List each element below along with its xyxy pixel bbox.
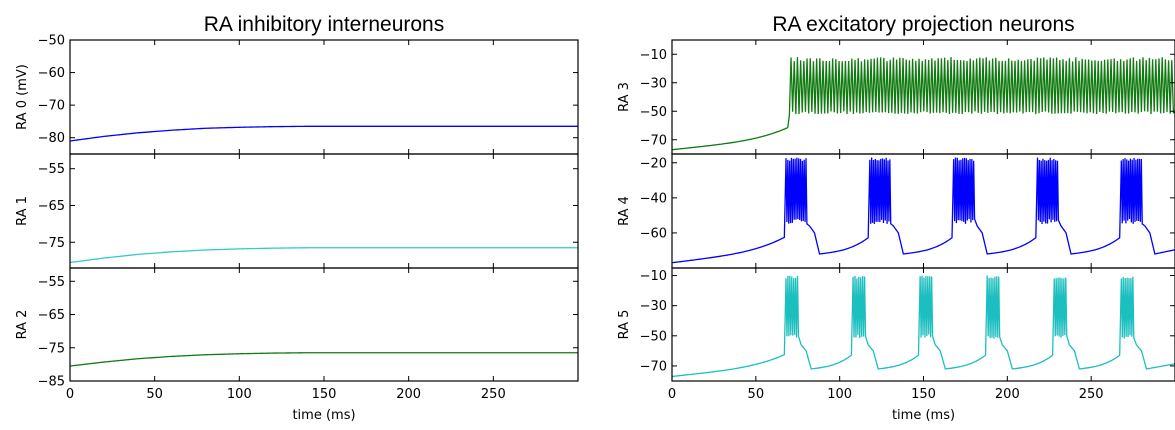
axes-frame <box>69 267 579 382</box>
chart-title: RA inhibitory interneurons <box>204 13 444 36</box>
y-tick-label: −70 <box>640 133 667 148</box>
y-tick-label: −70 <box>38 99 65 114</box>
chart-1: RA excitatory projection neurons −10 −30 −5… <box>617 13 1175 423</box>
y-tick-label: −60 <box>640 226 667 241</box>
series-line <box>672 275 1175 378</box>
y-tick-label: −20 <box>640 156 667 171</box>
series-line <box>70 125 578 142</box>
x-tick-label: 150 <box>911 387 936 402</box>
y-tick-label: −50 <box>640 105 667 120</box>
panel-0: −50 −60 −70 −80 RA 0 (mV) <box>15 34 579 155</box>
panel-0: −10 −30 −50 −70 RA 3 <box>617 39 1175 155</box>
x-tick-label: 100 <box>227 387 252 402</box>
y-tick-label: −65 <box>38 199 65 214</box>
y-tick-label: −10 <box>640 269 667 284</box>
x-tick-label: 50 <box>146 387 163 402</box>
panel-1: −55 −65 −75 RA 1 <box>15 153 579 269</box>
y-tick-label: −50 <box>38 34 65 49</box>
chart-0: RA inhibitory interneurons −50 −60 −70 −80 RA… <box>15 13 579 423</box>
x-tick-label: 200 <box>995 387 1020 402</box>
y-tick-label: −55 <box>38 162 65 177</box>
y-axis-label: RA 2 <box>15 310 30 340</box>
y-axis-label: RA 5 <box>617 310 632 340</box>
x-axis-label: time (ms) <box>292 408 355 423</box>
x-tick-label: 200 <box>396 387 421 402</box>
series-line <box>70 352 578 367</box>
y-tick-label: −70 <box>640 359 667 374</box>
y-tick-label: −75 <box>38 236 65 251</box>
y-tick-label: −40 <box>640 191 667 206</box>
panel-1: −20 −40 −60 RA 4 <box>617 153 1175 269</box>
x-tick-label: 150 <box>312 387 337 402</box>
y-tick-label: −75 <box>38 341 65 356</box>
y-axis-label: RA 3 <box>617 82 632 112</box>
y-tick-label: −80 <box>38 131 65 146</box>
x-axis-label: time (ms) <box>892 408 955 423</box>
x-tick-label: 250 <box>481 387 506 402</box>
x-tick-label: 50 <box>748 387 765 402</box>
series-line <box>672 157 1175 264</box>
chart-title: RA excitatory projection neurons <box>772 13 1074 36</box>
series-line <box>70 247 578 264</box>
y-tick-label: −85 <box>38 375 65 390</box>
y-tick-label: −30 <box>640 299 667 314</box>
axes-frame <box>69 39 579 155</box>
y-tick-label: −60 <box>38 66 65 81</box>
y-tick-label: −50 <box>640 329 667 344</box>
series-line <box>672 57 1175 151</box>
y-tick-label: −65 <box>38 308 65 323</box>
x-tick-label: 100 <box>827 387 852 402</box>
y-axis-label: RA 1 <box>15 196 30 226</box>
x-tick-label: 250 <box>1079 387 1104 402</box>
y-tick-label: −30 <box>640 76 667 91</box>
panel-2: −55 −65 −75 −85 RA 2 <box>15 267 579 390</box>
x-tick-label: 0 <box>668 387 676 402</box>
y-axis-label: RA 0 (mV) <box>15 64 30 130</box>
panel-2: −10 −30 −50 −70 RA 5 <box>617 267 1175 382</box>
y-tick-label: −10 <box>640 48 667 63</box>
x-tick-label: 0 <box>66 387 74 402</box>
axes-frame <box>69 153 579 269</box>
y-axis-label: RA 4 <box>617 196 632 226</box>
y-tick-label: −55 <box>38 275 65 290</box>
